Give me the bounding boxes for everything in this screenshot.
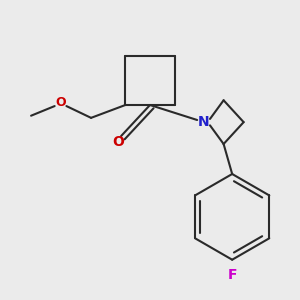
- Text: O: O: [56, 96, 66, 110]
- Text: F: F: [227, 268, 237, 282]
- Text: N: N: [198, 115, 209, 129]
- Text: O: O: [112, 136, 124, 149]
